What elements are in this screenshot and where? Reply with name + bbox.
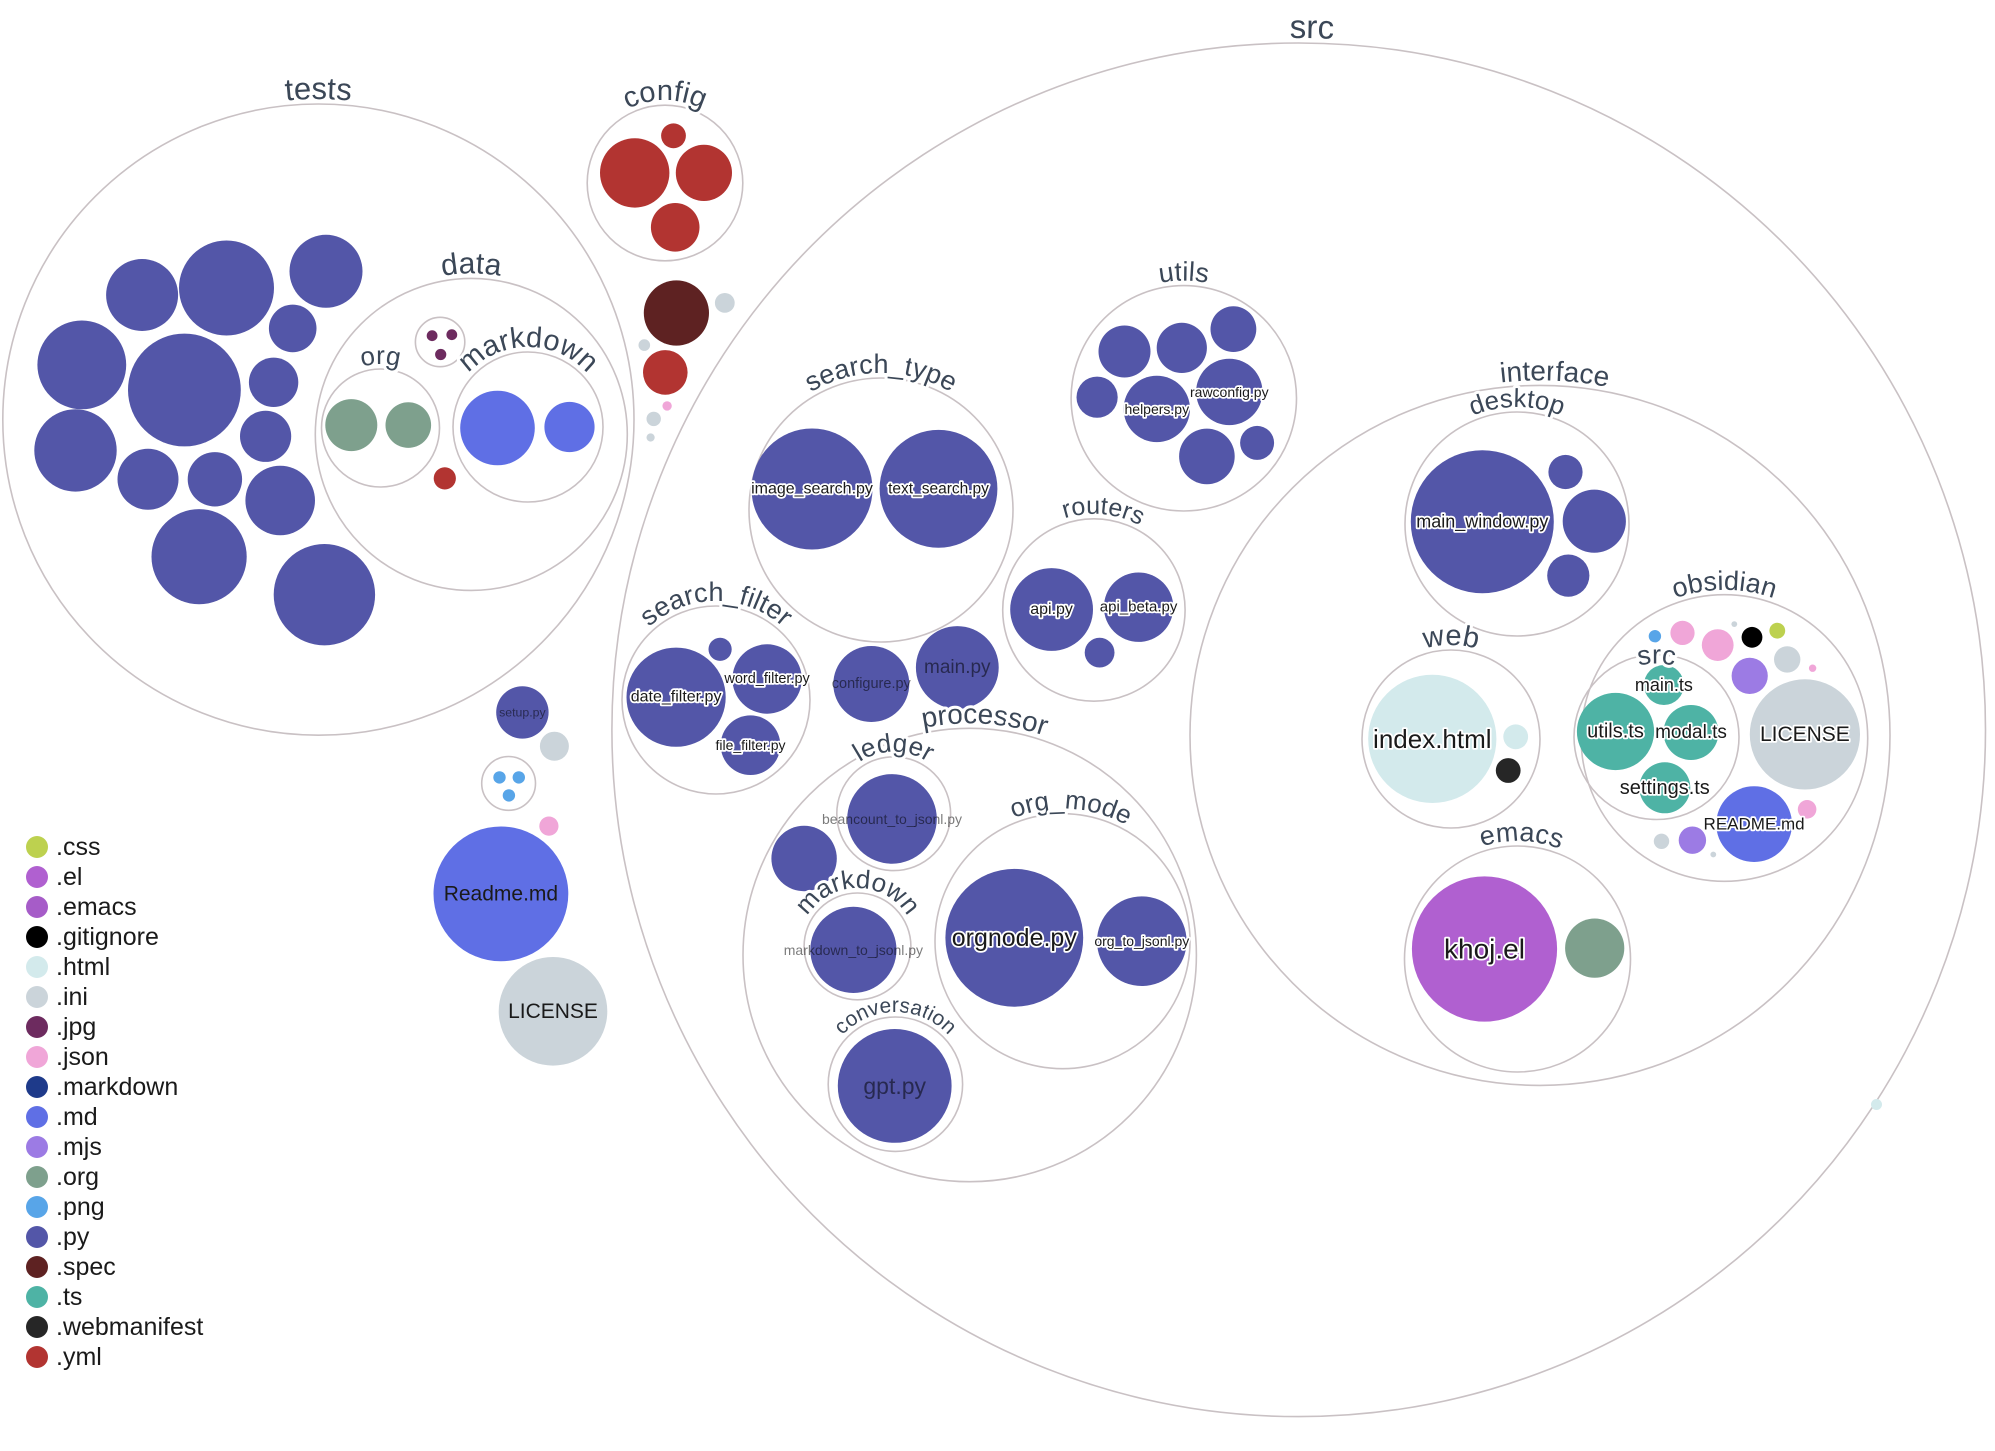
svg-text:main_window.py: main_window.py xyxy=(1416,512,1548,533)
svg-text:text_search.py: text_search.py xyxy=(888,480,989,497)
svg-text:data: data xyxy=(439,247,504,283)
svg-text:tests: tests xyxy=(283,71,353,108)
svg-text:.jpg: .jpg xyxy=(56,1013,96,1041)
svg-text:.markdown: .markdown xyxy=(56,1073,178,1101)
svg-text:.gitignore: .gitignore xyxy=(56,923,159,951)
svg-text:khoj.el: khoj.el xyxy=(1444,934,1525,965)
svg-text:settings.ts: settings.ts xyxy=(1620,777,1710,799)
svg-text:.el: .el xyxy=(56,863,82,891)
svg-text:file_filter.py: file_filter.py xyxy=(715,737,785,753)
svg-text:utils.ts: utils.ts xyxy=(1587,721,1644,743)
svg-text:main.py: main.py xyxy=(924,657,991,678)
svg-text:configure.py: configure.py xyxy=(832,676,912,692)
svg-text:.emacs: .emacs xyxy=(56,893,137,921)
svg-text:LICENSE: LICENSE xyxy=(1760,723,1850,746)
svg-text:beancount_to_jsonl.py: beancount_to_jsonl.py xyxy=(822,811,962,827)
svg-text:index.html: index.html xyxy=(1373,724,1492,754)
svg-text:word_filter.py: word_filter.py xyxy=(723,671,810,687)
svg-text:README.md: README.md xyxy=(1704,815,1805,834)
svg-text:.py: .py xyxy=(56,1223,90,1251)
svg-text:markdown_to_jsonl.py: markdown_to_jsonl.py xyxy=(784,942,923,958)
svg-text:helpers.py: helpers.py xyxy=(1125,401,1190,417)
svg-text:.css: .css xyxy=(56,833,100,861)
svg-text:modal.ts: modal.ts xyxy=(1655,722,1727,743)
svg-text:.org: .org xyxy=(56,1163,99,1191)
svg-text:.webmanifest: .webmanifest xyxy=(56,1313,203,1341)
svg-text:src: src xyxy=(1635,639,1678,671)
svg-text:.mjs: .mjs xyxy=(56,1133,102,1161)
svg-text:.ts: .ts xyxy=(56,1283,82,1311)
svg-text:Readme.md: Readme.md xyxy=(444,882,558,905)
svg-text:.md: .md xyxy=(56,1103,98,1131)
svg-text:org: org xyxy=(358,340,404,372)
svg-text:.html: .html xyxy=(56,953,110,981)
svg-text:org_to_jsonl.py: org_to_jsonl.py xyxy=(1094,933,1189,949)
svg-text:api_beta.py: api_beta.py xyxy=(1100,599,1178,616)
svg-text:.yml: .yml xyxy=(56,1343,102,1371)
svg-text:image_search.py: image_search.py xyxy=(751,481,873,498)
svg-text:.spec: .spec xyxy=(56,1253,116,1281)
svg-text:main.ts: main.ts xyxy=(1635,675,1693,695)
svg-text:api.py: api.py xyxy=(1030,601,1073,618)
svg-text:web: web xyxy=(1419,620,1482,655)
svg-text:date_filter.py: date_filter.py xyxy=(631,689,722,706)
svg-text:.ini: .ini xyxy=(56,983,88,1011)
svg-text:LICENSE: LICENSE xyxy=(508,1000,598,1023)
svg-text:src: src xyxy=(1290,8,1335,46)
svg-text:.json: .json xyxy=(56,1043,109,1071)
svg-text:.png: .png xyxy=(56,1193,105,1221)
svg-text:orgnode.py: orgnode.py xyxy=(952,924,1078,952)
svg-text:utils: utils xyxy=(1157,257,1212,289)
svg-text:interface: interface xyxy=(1498,355,1612,392)
svg-text:emacs: emacs xyxy=(1476,817,1567,855)
svg-text:rawconfig.py: rawconfig.py xyxy=(1190,384,1269,400)
svg-text:gpt.py: gpt.py xyxy=(863,1073,926,1099)
svg-text:setup.py: setup.py xyxy=(499,705,546,719)
